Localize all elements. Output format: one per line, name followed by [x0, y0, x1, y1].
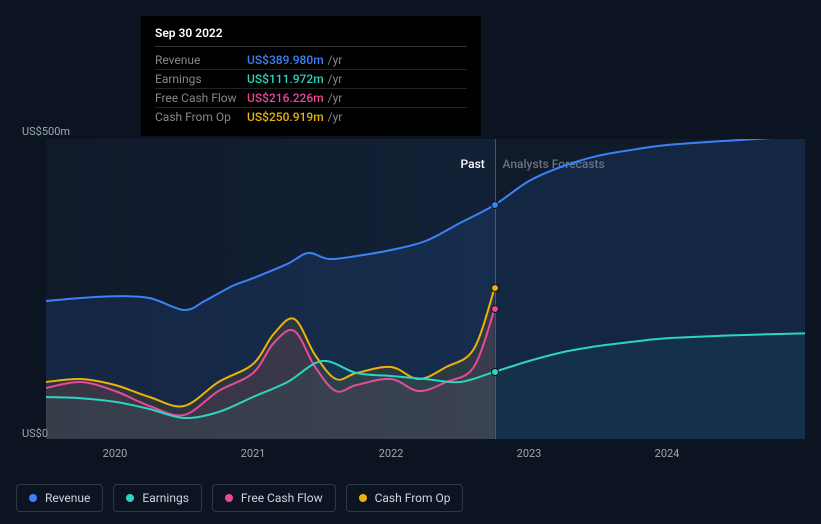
tooltip-row: EarningsUS$111.972m/yr [155, 70, 467, 89]
y-axis-label-bottom: US$0 [22, 427, 48, 440]
series-marker [491, 284, 499, 292]
tooltip-row-unit: /yr [328, 53, 343, 67]
x-tick: 2020 [103, 447, 128, 460]
series-marker [491, 201, 499, 209]
legend-item-cash-from-op[interactable]: Cash From Op [346, 484, 464, 512]
chart-svg [46, 139, 805, 439]
tooltip-row: RevenueUS$389.980m/yr [155, 51, 467, 70]
x-tick: 2023 [517, 447, 542, 460]
x-tick: 2021 [241, 447, 266, 460]
legend-dot-icon [359, 494, 367, 502]
legend-dot-icon [225, 494, 233, 502]
legend-dot-icon [29, 494, 37, 502]
tooltip-row-label: Earnings [155, 72, 247, 86]
tooltip-rows: RevenueUS$389.980m/yrEarningsUS$111.972m… [155, 51, 467, 126]
tooltip-date: Sep 30 2022 [155, 26, 467, 47]
tooltip-row-label: Revenue [155, 53, 247, 67]
tooltip-row-unit: /yr [328, 91, 343, 105]
chart-tooltip: Sep 30 2022 RevenueUS$389.980m/yrEarning… [141, 16, 481, 136]
y-axis-label-top: US$500m [22, 125, 70, 138]
legend-label: Revenue [45, 491, 90, 505]
tooltip-row-unit: /yr [328, 72, 343, 86]
legend-label: Earnings [142, 491, 189, 505]
tooltip-row-label: Cash From Op [155, 110, 247, 124]
series-marker [491, 368, 499, 376]
tooltip-row-value: US$389.980m [247, 53, 324, 67]
legend-item-revenue[interactable]: Revenue [16, 484, 103, 512]
tooltip-row-unit: /yr [328, 110, 343, 124]
tooltip-row: Free Cash FlowUS$216.226m/yr [155, 89, 467, 108]
tooltip-row-value: US$111.972m [247, 72, 324, 86]
legend-item-free-cash-flow[interactable]: Free Cash Flow [212, 484, 336, 512]
tooltip-row: Cash From OpUS$250.919m/yr [155, 108, 467, 126]
series-marker [491, 305, 499, 313]
tooltip-row-label: Free Cash Flow [155, 91, 247, 105]
x-tick: 2024 [655, 447, 680, 460]
legend-dot-icon [126, 494, 134, 502]
x-axis: 2020 2021 2022 2023 2024 [46, 447, 805, 465]
legend: Revenue Earnings Free Cash Flow Cash From O… [16, 484, 463, 512]
plot-area[interactable]: Past Analysts Forecasts [46, 139, 805, 439]
tooltip-row-value: US$250.919m [247, 110, 324, 124]
legend-label: Free Cash Flow [241, 491, 323, 505]
tooltip-row-value: US$216.226m [247, 91, 324, 105]
legend-label: Cash From Op [375, 491, 451, 505]
chart: US$500m US$0 Past Analysts Forecasts 202… [16, 125, 805, 465]
x-tick: 2022 [379, 447, 404, 460]
legend-item-earnings[interactable]: Earnings [113, 484, 202, 512]
